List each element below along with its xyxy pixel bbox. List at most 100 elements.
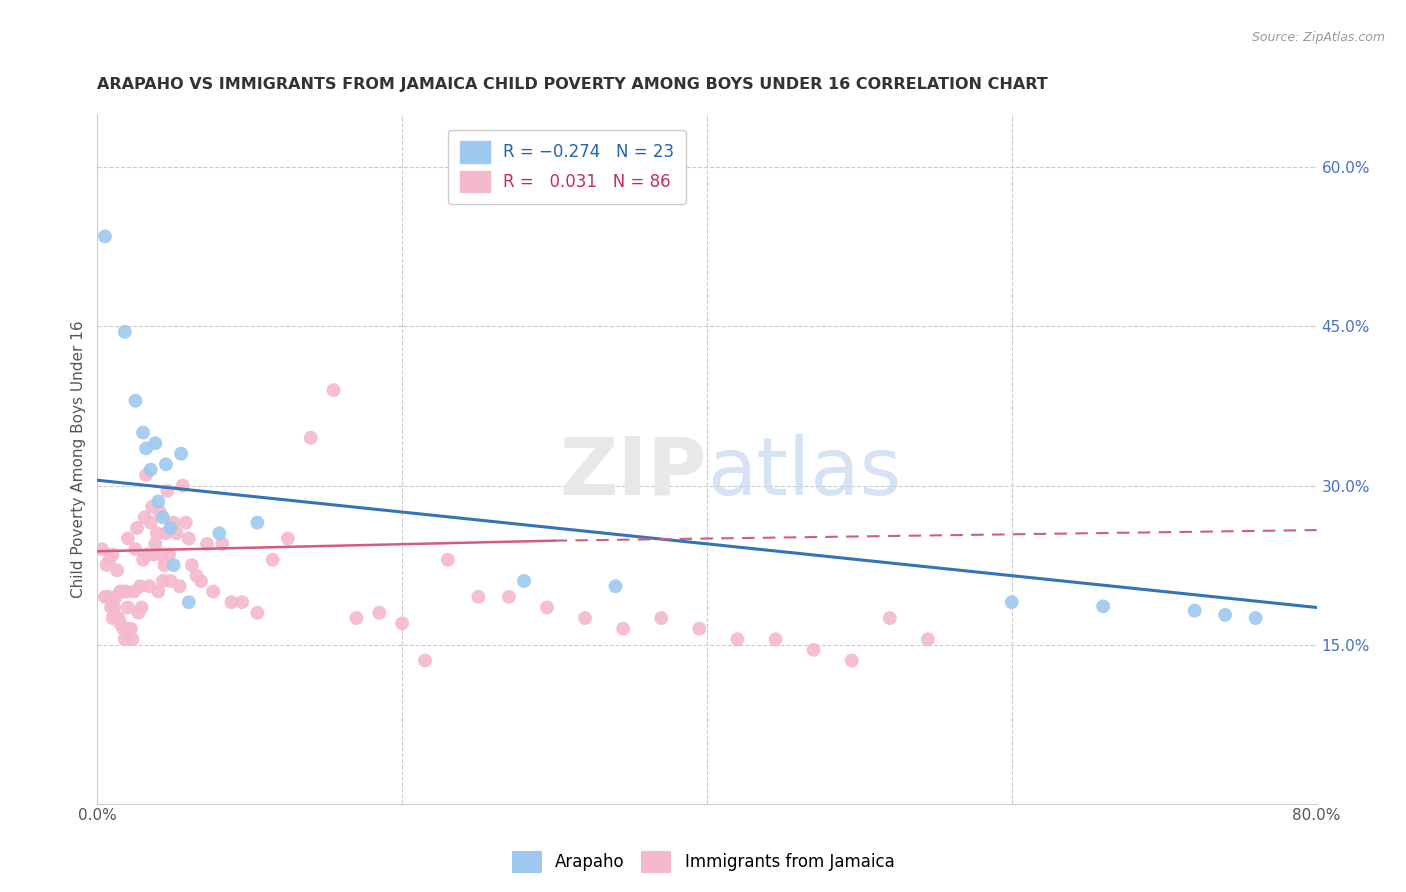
Point bbox=[208, 526, 231, 541]
Point bbox=[346, 611, 368, 625]
Point bbox=[612, 622, 634, 636]
Point bbox=[177, 532, 200, 546]
Point bbox=[166, 526, 188, 541]
Point bbox=[688, 622, 710, 636]
Point bbox=[162, 516, 184, 530]
Point bbox=[120, 622, 142, 636]
Point bbox=[131, 600, 153, 615]
Text: ZIP: ZIP bbox=[560, 434, 707, 512]
Point bbox=[159, 574, 181, 588]
Point bbox=[138, 579, 160, 593]
Legend: R = −0.274   N = 23, R =   0.031   N = 86: R = −0.274 N = 23, R = 0.031 N = 86 bbox=[449, 129, 686, 204]
Point bbox=[124, 542, 146, 557]
Point bbox=[150, 548, 173, 562]
Point bbox=[94, 590, 117, 604]
Legend: Arapaho, Immigrants from Jamaica: Arapaho, Immigrants from Jamaica bbox=[505, 845, 901, 880]
Point bbox=[174, 516, 197, 530]
Point bbox=[112, 622, 135, 636]
Point bbox=[114, 325, 136, 339]
Point bbox=[149, 505, 172, 519]
Point bbox=[803, 643, 825, 657]
Point bbox=[142, 548, 165, 562]
Point bbox=[195, 537, 218, 551]
Point bbox=[136, 548, 159, 562]
Point bbox=[132, 553, 155, 567]
Point bbox=[246, 606, 269, 620]
Point bbox=[108, 584, 131, 599]
Text: atlas: atlas bbox=[707, 434, 901, 512]
Point bbox=[513, 574, 536, 588]
Point bbox=[391, 616, 413, 631]
Point bbox=[574, 611, 596, 625]
Point bbox=[231, 595, 253, 609]
Point bbox=[105, 611, 128, 625]
Point bbox=[159, 521, 181, 535]
Point bbox=[108, 616, 131, 631]
Point bbox=[1092, 599, 1115, 614]
Point bbox=[152, 574, 174, 588]
Point bbox=[128, 606, 150, 620]
Point bbox=[148, 494, 170, 508]
Point bbox=[114, 632, 136, 647]
Point bbox=[157, 548, 180, 562]
Point bbox=[322, 383, 344, 397]
Point bbox=[97, 590, 120, 604]
Point bbox=[186, 568, 208, 582]
Point bbox=[143, 436, 166, 450]
Point bbox=[129, 579, 152, 593]
Point bbox=[111, 584, 134, 599]
Point bbox=[413, 653, 436, 667]
Point bbox=[103, 600, 125, 615]
Point bbox=[125, 521, 148, 535]
Point bbox=[135, 442, 157, 456]
Point bbox=[650, 611, 672, 625]
Point bbox=[94, 229, 117, 244]
Point bbox=[115, 584, 138, 599]
Point bbox=[139, 462, 162, 476]
Point bbox=[143, 537, 166, 551]
Point bbox=[172, 478, 194, 492]
Point bbox=[277, 532, 299, 546]
Point bbox=[156, 483, 179, 498]
Point bbox=[879, 611, 901, 625]
Point bbox=[170, 447, 193, 461]
Point bbox=[1184, 604, 1206, 618]
Point bbox=[117, 600, 139, 615]
Point bbox=[262, 553, 284, 567]
Point bbox=[135, 467, 157, 482]
Point bbox=[202, 584, 225, 599]
Point bbox=[467, 590, 489, 604]
Point bbox=[169, 579, 191, 593]
Point bbox=[725, 632, 748, 647]
Text: Source: ZipAtlas.com: Source: ZipAtlas.com bbox=[1251, 31, 1385, 45]
Point bbox=[139, 516, 162, 530]
Point bbox=[765, 632, 787, 647]
Point bbox=[101, 548, 124, 562]
Point bbox=[148, 584, 170, 599]
Point bbox=[1001, 595, 1024, 609]
Y-axis label: Child Poverty Among Boys Under 16: Child Poverty Among Boys Under 16 bbox=[72, 320, 86, 598]
Point bbox=[152, 510, 174, 524]
Title: ARAPAHO VS IMMIGRANTS FROM JAMAICA CHILD POVERTY AMONG BOYS UNDER 16 CORRELATION: ARAPAHO VS IMMIGRANTS FROM JAMAICA CHILD… bbox=[97, 78, 1047, 93]
Point bbox=[124, 393, 146, 408]
Point bbox=[90, 542, 112, 557]
Point bbox=[153, 558, 176, 572]
Point bbox=[190, 574, 212, 588]
Point bbox=[122, 584, 145, 599]
Point bbox=[118, 622, 141, 636]
Point bbox=[134, 510, 156, 524]
Point bbox=[917, 632, 939, 647]
Point bbox=[101, 611, 124, 625]
Point bbox=[107, 611, 129, 625]
Point bbox=[146, 526, 169, 541]
Point bbox=[180, 558, 202, 572]
Point bbox=[104, 590, 127, 604]
Point bbox=[841, 653, 863, 667]
Point bbox=[246, 516, 269, 530]
Point bbox=[132, 425, 155, 440]
Point bbox=[498, 590, 520, 604]
Point bbox=[437, 553, 460, 567]
Point bbox=[1213, 607, 1236, 622]
Point bbox=[96, 558, 118, 572]
Point bbox=[299, 431, 322, 445]
